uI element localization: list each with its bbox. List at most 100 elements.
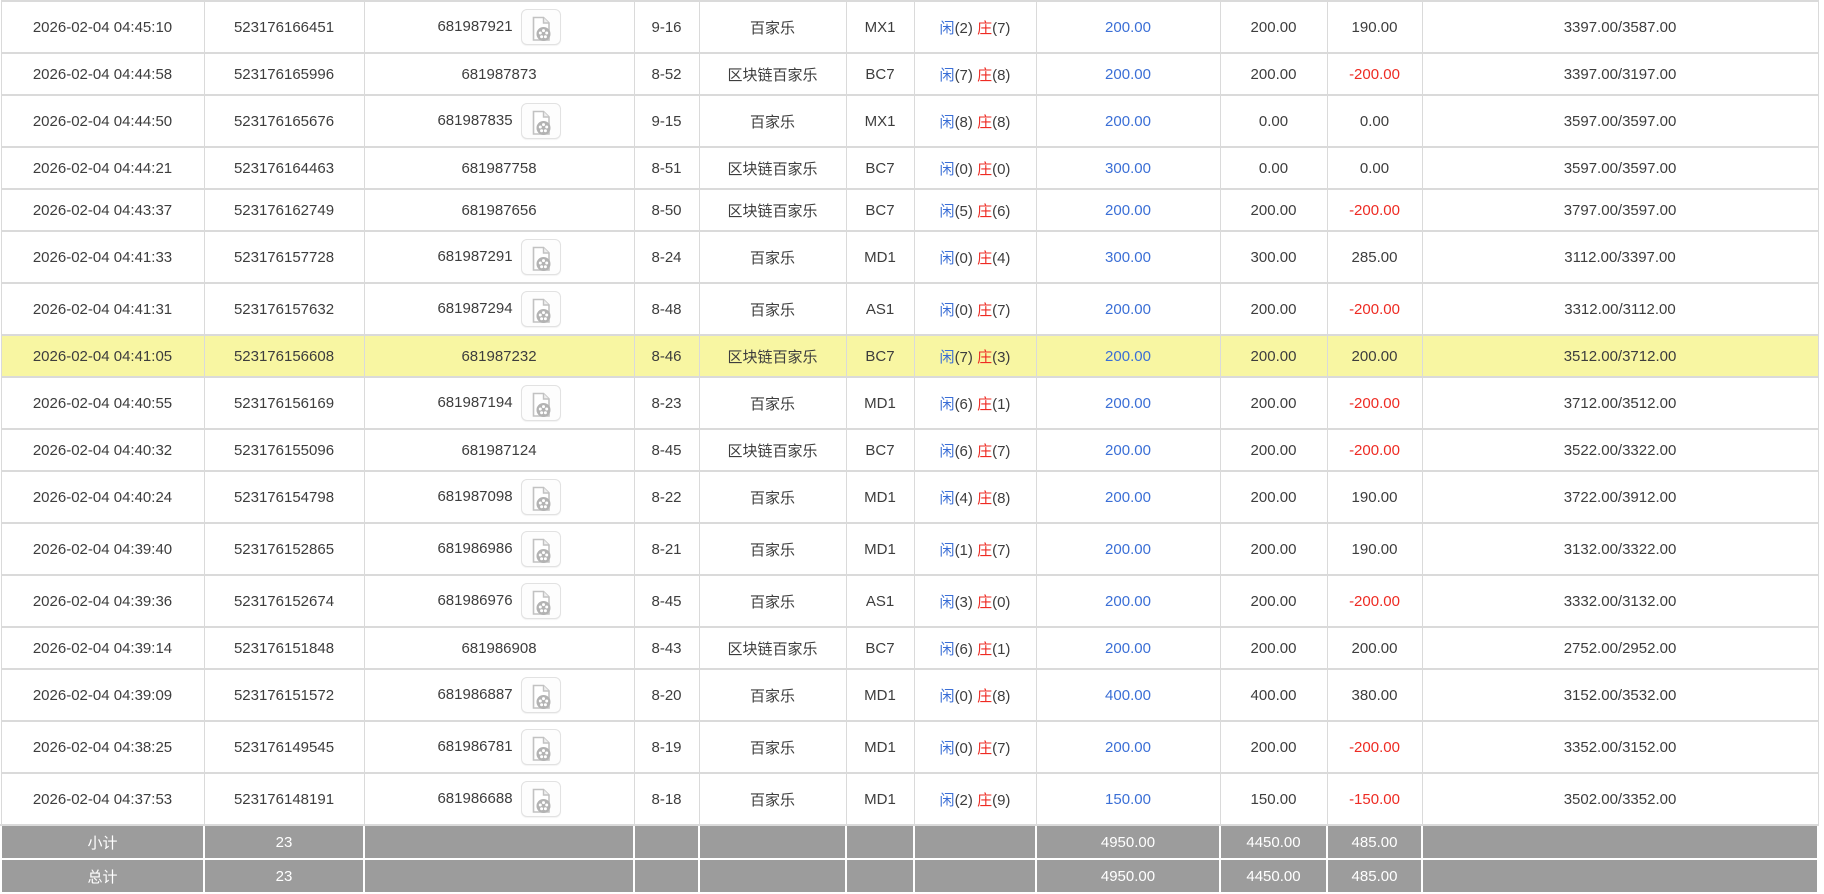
video-replay-icon[interactable] <box>520 291 561 327</box>
table-row[interactable]: 2026-02-04 04:40:24 523176154798 6819870… <box>0 470 1819 524</box>
bet-amount-link[interactable]: 200.00 <box>1105 394 1151 412</box>
player-label: 闲 <box>939 348 955 366</box>
video-replay-icon[interactable] <box>520 531 561 567</box>
table-row[interactable]: 2026-02-04 04:39:09 523176151572 6819868… <box>0 668 1819 722</box>
total-row: 总计 23 4950.00 4450.00 485.00 <box>0 858 1819 894</box>
subtotal-empty-cell <box>845 824 915 860</box>
table-row[interactable]: 2026-02-04 04:45:10 523176166451 6819879… <box>0 0 1819 54</box>
bet-amount-link[interactable]: 200.00 <box>1105 300 1151 318</box>
bet-time: 2026-02-04 04:39:36 <box>0 574 205 628</box>
round-cell: 681987835 <box>363 94 635 148</box>
table-row[interactable]: 2026-02-04 04:44:50 523176165676 6819878… <box>0 94 1819 148</box>
bet-amount-link[interactable]: 300.00 <box>1105 248 1151 266</box>
video-replay-icon[interactable] <box>520 729 561 765</box>
bet-amount-link[interactable]: 200.00 <box>1105 201 1151 219</box>
table-row[interactable]: 2026-02-04 04:40:32 523176155096 6819871… <box>0 428 1819 472</box>
bet-amount-link[interactable]: 200.00 <box>1105 592 1151 610</box>
video-replay-icon[interactable] <box>520 9 561 45</box>
table-row[interactable]: 2026-02-04 04:41:33 523176157728 6819872… <box>0 230 1819 284</box>
player-points: (3) <box>954 593 973 611</box>
table-row[interactable]: 2026-02-04 04:40:55 523176156169 6819871… <box>0 376 1819 430</box>
table-code: AS1 <box>845 574 915 628</box>
video-replay-icon[interactable] <box>520 239 561 275</box>
table-code: BC7 <box>845 428 915 472</box>
bet-amount-link[interactable]: 200.00 <box>1105 540 1151 558</box>
bet-amount-cell: 400.00 <box>1035 668 1221 722</box>
banker-label: 庄 <box>977 489 993 507</box>
bet-amount-link[interactable]: 200.00 <box>1105 18 1151 36</box>
game-result: 闲(2) 庄(7) <box>913 0 1037 54</box>
session-number: 8-43 <box>633 626 700 670</box>
bet-amount-link[interactable]: 200.00 <box>1105 639 1151 657</box>
video-replay-icon[interactable] <box>520 677 561 713</box>
table-row[interactable]: 2026-02-04 04:39:40 523176152865 6819869… <box>0 522 1819 576</box>
total-label: 总计 <box>0 858 205 894</box>
bet-amount-link[interactable]: 400.00 <box>1105 686 1151 704</box>
bet-amount-link[interactable]: 200.00 <box>1105 488 1151 506</box>
game-name: 区块链百家乐 <box>698 188 847 232</box>
game-result: 闲(7) 庄(3) <box>913 334 1037 378</box>
win-loss: -150.00 <box>1326 772 1423 826</box>
table-row[interactable]: 2026-02-04 04:38:25 523176149545 6819867… <box>0 720 1819 774</box>
records-body: 2026-02-04 04:45:10 523176166451 6819879… <box>0 0 1819 826</box>
summary-body: 小计 23 4950.00 4450.00 485.00 总计 23 4950.… <box>0 824 1819 894</box>
bet-amount-link[interactable]: 200.00 <box>1105 112 1151 130</box>
total-winloss: 485.00 <box>1326 858 1423 894</box>
table-row[interactable]: 2026-02-04 04:44:58 523176165996 6819878… <box>0 52 1819 96</box>
player-label: 闲 <box>939 687 955 705</box>
win-loss: 190.00 <box>1326 522 1423 576</box>
video-replay-icon[interactable] <box>520 781 561 817</box>
game-name: 百家乐 <box>698 282 847 336</box>
table-row[interactable]: 2026-02-04 04:37:53 523176148191 6819866… <box>0 772 1819 826</box>
banker-points: (8) <box>992 66 1011 84</box>
banker-label: 庄 <box>977 739 993 757</box>
order-id: 523176152865 <box>203 522 365 576</box>
subtotal-empty-cell <box>1421 824 1819 860</box>
order-id: 523176156608 <box>203 334 365 378</box>
bet-amount-cell: 300.00 <box>1035 230 1221 284</box>
game-name: 区块链百家乐 <box>698 334 847 378</box>
bet-amount-link[interactable]: 200.00 <box>1105 738 1151 756</box>
bet-amount-link[interactable]: 200.00 <box>1105 65 1151 83</box>
table-code: AS1 <box>845 282 915 336</box>
table-code: BC7 <box>845 188 915 232</box>
subtotal-empty-cell <box>913 824 1037 860</box>
video-replay-icon[interactable] <box>520 385 561 421</box>
bet-amount-link[interactable]: 150.00 <box>1105 790 1151 808</box>
win-loss: -200.00 <box>1326 188 1423 232</box>
video-replay-icon[interactable] <box>520 103 561 139</box>
win-loss: 190.00 <box>1326 470 1423 524</box>
valid-amount: 200.00 <box>1219 428 1328 472</box>
bet-amount-link[interactable]: 200.00 <box>1105 347 1151 365</box>
bet-amount-link[interactable]: 200.00 <box>1105 441 1151 459</box>
round-cell: 681987194 <box>363 376 635 430</box>
round-number: 681987194 <box>437 393 513 411</box>
balance: 3397.00/3587.00 <box>1421 0 1819 54</box>
table-row[interactable]: 2026-02-04 04:39:36 523176152674 6819869… <box>0 574 1819 628</box>
table-row[interactable]: 2026-02-04 04:41:31 523176157632 6819872… <box>0 282 1819 336</box>
player-label: 闲 <box>939 395 955 413</box>
banker-label: 庄 <box>977 249 993 267</box>
game-name: 百家乐 <box>698 720 847 774</box>
table-row[interactable]: 2026-02-04 04:43:37 523176162749 6819876… <box>0 188 1819 232</box>
order-id: 523176149545 <box>203 720 365 774</box>
valid-amount: 0.00 <box>1219 94 1328 148</box>
player-label: 闲 <box>939 66 955 84</box>
video-replay-icon[interactable] <box>520 583 561 619</box>
bet-amount-link[interactable]: 300.00 <box>1105 159 1151 177</box>
game-name: 百家乐 <box>698 230 847 284</box>
bet-amount-cell: 200.00 <box>1035 282 1221 336</box>
round-cell: 681987873 <box>363 52 635 96</box>
bet-amount-cell: 200.00 <box>1035 188 1221 232</box>
banker-label: 庄 <box>977 541 993 559</box>
video-replay-icon[interactable] <box>520 479 561 515</box>
table-row[interactable]: 2026-02-04 04:44:21 523176164463 6819877… <box>0 146 1819 190</box>
banker-label: 庄 <box>977 66 993 84</box>
table-row[interactable]: 2026-02-04 04:41:05 523176156608 6819872… <box>0 334 1819 378</box>
total-empty-cell <box>913 858 1037 894</box>
round-number: 681987124 <box>461 441 537 459</box>
bet-amount-cell: 200.00 <box>1035 626 1221 670</box>
banker-points: (6) <box>992 202 1011 220</box>
table-row[interactable]: 2026-02-04 04:39:14 523176151848 6819869… <box>0 626 1819 670</box>
